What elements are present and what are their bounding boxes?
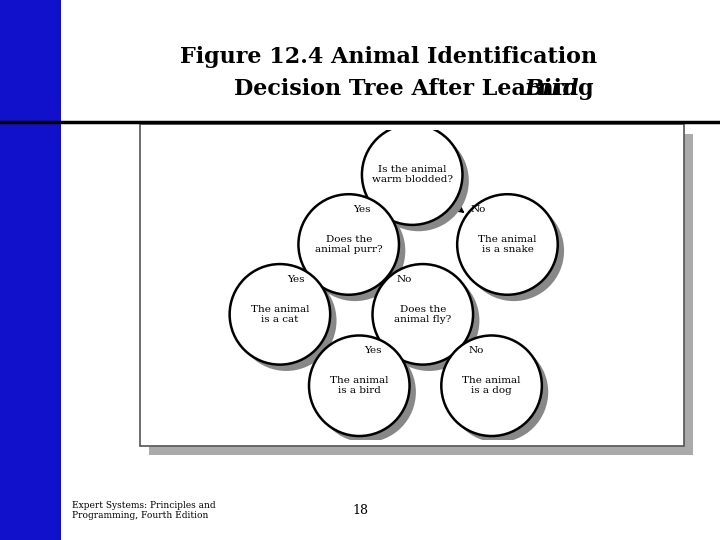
Text: Is the animal
warm blodded?: Is the animal warm blodded? [372,165,453,184]
Text: No: No [468,346,483,355]
Ellipse shape [230,264,330,364]
Ellipse shape [236,271,336,371]
FancyBboxPatch shape [140,124,684,446]
Ellipse shape [362,124,462,225]
Text: The animal
is a cat: The animal is a cat [251,305,309,324]
Text: No: No [471,205,486,214]
Text: Bird: Bird [524,78,579,100]
FancyBboxPatch shape [0,0,61,540]
Text: Decision Tree After Learning Bird: Decision Tree After Learning Bird [178,78,600,100]
Text: Expert Systems: Principles and
Programming, Fourth Edition: Expert Systems: Principles and Programmi… [72,501,215,520]
Text: Figure 12.4 Animal Identification: Figure 12.4 Animal Identification [180,46,598,68]
Ellipse shape [379,271,480,371]
Ellipse shape [298,194,399,295]
Text: Yes: Yes [364,346,382,355]
Ellipse shape [315,342,416,442]
Ellipse shape [305,200,405,301]
Text: No: No [397,275,412,284]
Text: 18: 18 [352,504,368,517]
Ellipse shape [464,200,564,301]
Text: The animal
is a bird: The animal is a bird [330,376,389,395]
Text: Decision Tree After Learning: Decision Tree After Learning [234,78,601,100]
Ellipse shape [372,264,473,364]
Text: Yes: Yes [287,275,305,284]
Text: Does the
animal purr?: Does the animal purr? [315,235,382,254]
Text: Does the
animal fly?: Does the animal fly? [394,305,451,324]
Ellipse shape [448,342,548,442]
Text: The animal
is a dog: The animal is a dog [462,376,521,395]
Text: Yes: Yes [354,205,371,214]
Ellipse shape [309,335,410,436]
Ellipse shape [457,194,558,295]
FancyBboxPatch shape [149,134,693,455]
Ellipse shape [368,131,469,231]
Text: The animal
is a snake: The animal is a snake [478,235,536,254]
Ellipse shape [441,335,542,436]
